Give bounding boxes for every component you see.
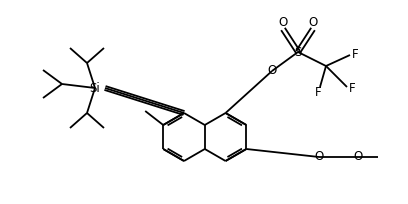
- Text: O: O: [278, 17, 288, 30]
- Text: O: O: [353, 151, 363, 163]
- Text: Si: Si: [90, 82, 100, 94]
- Text: O: O: [315, 151, 324, 163]
- Text: F: F: [352, 49, 358, 61]
- Text: F: F: [315, 86, 322, 100]
- Text: O: O: [267, 64, 277, 78]
- Text: F: F: [349, 82, 355, 95]
- Text: S: S: [294, 45, 302, 59]
- Text: O: O: [308, 17, 317, 30]
